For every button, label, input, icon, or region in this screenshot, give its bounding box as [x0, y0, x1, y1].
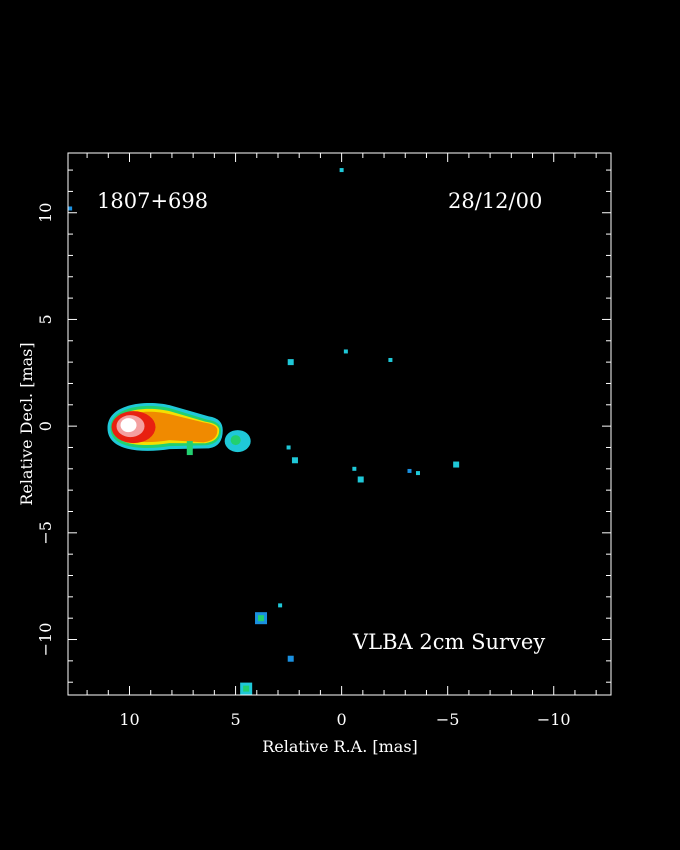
core-max — [120, 418, 137, 433]
jet-drip — [186, 441, 193, 456]
y-tick-label: −10 — [36, 623, 55, 657]
noise-blob — [453, 461, 460, 468]
y-tick-label: −5 — [36, 521, 55, 545]
x-tick-label: −10 — [537, 710, 571, 729]
tick-labels: 10 5 0 −5 −10 10 5 0 −5 −10 — [36, 203, 571, 729]
noise-blob — [291, 457, 298, 464]
epoch-label: 28/12/00 — [448, 189, 542, 213]
source-name: 1807+698 — [97, 189, 208, 213]
noise-blob — [388, 357, 393, 362]
noise-blob — [343, 349, 348, 354]
noise-blob — [415, 471, 420, 476]
y-tick-label: 5 — [36, 314, 55, 324]
noise-blob — [278, 603, 283, 608]
x-axis-label: Relative R.A. [mas] — [262, 737, 418, 756]
noise-blob — [287, 655, 294, 662]
survey-label: VLBA 2cm Survey — [352, 630, 545, 654]
x-tick-label: 5 — [230, 710, 240, 729]
noise-blob-inner — [258, 615, 265, 622]
x-tick-label: 0 — [337, 710, 347, 729]
axis-ticks — [68, 153, 611, 695]
y-tick-label: 0 — [36, 421, 55, 431]
noise-blob — [357, 476, 364, 483]
y-tick-label: 10 — [36, 203, 55, 223]
noise-blob — [352, 466, 357, 471]
noise-blob — [407, 468, 412, 473]
y-axis-label: Relative Decl. [mas] — [17, 342, 36, 505]
x-tick-label: 10 — [119, 710, 139, 729]
noise-blob — [286, 445, 291, 450]
noise-blob — [68, 206, 73, 211]
plot-frame — [67, 152, 612, 696]
jet-knot-inner — [230, 435, 241, 446]
noise-blob-inner — [243, 685, 250, 692]
noise-blob — [339, 168, 344, 173]
noise-blob — [287, 359, 294, 366]
x-tick-label: −5 — [436, 710, 460, 729]
intensity-map — [68, 168, 460, 695]
